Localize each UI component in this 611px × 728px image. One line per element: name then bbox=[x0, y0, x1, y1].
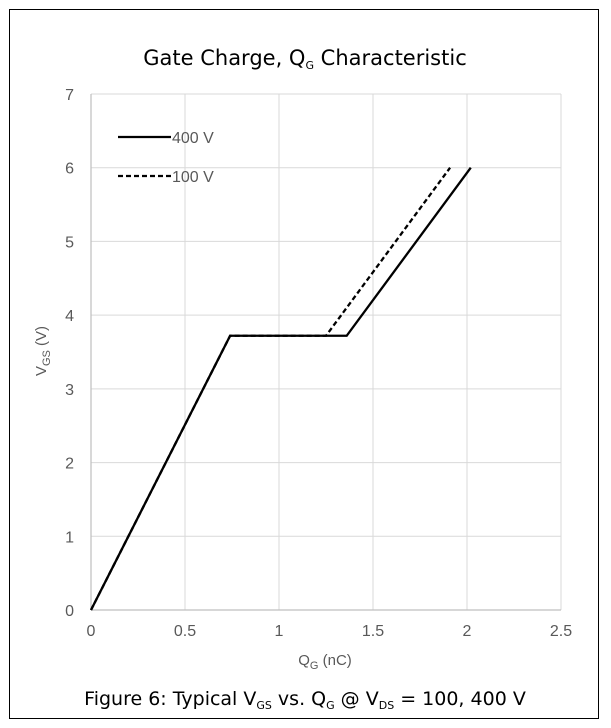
grid bbox=[91, 93, 562, 610]
x-tick-label: 0 bbox=[87, 623, 96, 640]
x-tick-labels: 0 0.5 1 1.5 2 2.5 bbox=[87, 623, 573, 640]
y-tick-label: 5 bbox=[65, 234, 74, 251]
y-axis-label: VGS (V) bbox=[33, 326, 53, 376]
axes bbox=[90, 94, 561, 611]
legend-label: 400 V bbox=[172, 130, 214, 147]
x-tick-label: 0.5 bbox=[174, 623, 196, 640]
figure-frame bbox=[9, 9, 599, 719]
x-tick-label: 1.5 bbox=[362, 623, 384, 640]
y-tick-labels: 0 1 2 3 4 5 6 7 bbox=[65, 87, 74, 620]
chart-title: Gate Charge, QG Characteristic bbox=[143, 46, 467, 72]
y-tick-label: 3 bbox=[65, 382, 74, 399]
legend-label: 100 V bbox=[172, 169, 214, 186]
x-tick-label: 2.5 bbox=[550, 623, 572, 640]
y-tick-label: 1 bbox=[65, 529, 74, 546]
x-tick-label: 2 bbox=[463, 623, 472, 640]
y-tick-label: 0 bbox=[65, 603, 74, 620]
series-lines bbox=[89, 167, 472, 611]
y-tick-label: 4 bbox=[65, 308, 74, 325]
series-line-100v bbox=[89, 167, 452, 611]
x-axis-label: QG (nC) bbox=[298, 652, 352, 672]
legend: 400 V 100 V bbox=[118, 130, 214, 186]
y-tick-label: 2 bbox=[65, 456, 74, 473]
x-tick-label: 1 bbox=[275, 623, 284, 640]
y-tick-label: 7 bbox=[65, 87, 74, 104]
figure-caption: Figure 6: Typical VGS vs. QG @ VDS = 100… bbox=[84, 688, 526, 712]
y-tick-label: 6 bbox=[65, 161, 74, 178]
